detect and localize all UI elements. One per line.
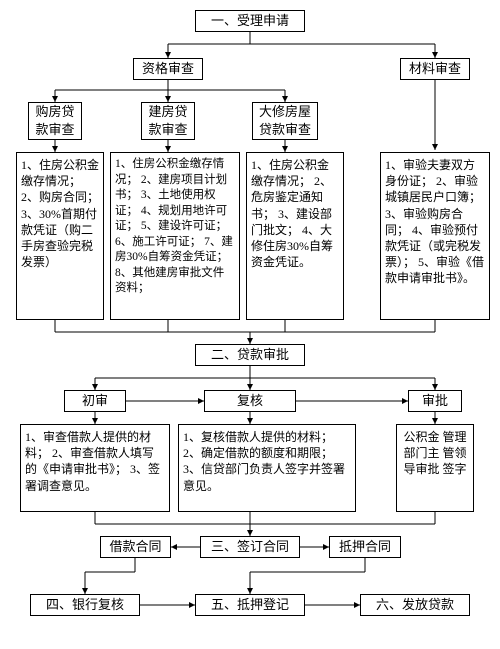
node-mat-check: 材料审查: [400, 58, 470, 80]
node-first-detail: 1、审查借款人提供的材料； 2、审查借款人填写的《申请审批书》； 3、签署调查意…: [20, 424, 170, 512]
node-approve: 审批: [408, 390, 462, 412]
node-loan-contract: 借款合同: [100, 536, 171, 558]
node-step4: 四、银行复核: [30, 594, 140, 616]
node-step1: 一、受理申请: [195, 10, 305, 32]
node-approve-detail: 公积金 管理部门主 管领导审批 签字: [396, 424, 474, 512]
node-recheck: 复核: [204, 390, 296, 412]
node-repair-detail: 1、住房公积金缴存情况； 2、危房鉴定通知书； 3、建设部门批文； 4、大修住房…: [246, 152, 344, 320]
node-recheck-detail: 1、复核借款人提供的材料； 2、确定借款的额度和期限； 3、信贷部门负责人签字并…: [178, 424, 356, 512]
flowchart-canvas: 一、受理申请 资格审查 材料审查 购房贷 款审查 建房贷 款审查 大修房屋 贷款…: [0, 0, 500, 649]
node-repair-loan: 大修房屋 贷款审查: [252, 102, 318, 140]
node-buy-loan: 购房贷 款审查: [28, 102, 82, 140]
node-buy-detail: 1、住房公积金缴存情况； 2、购房合同； 3、30%首期付款凭证（购二手房查验完…: [16, 152, 104, 320]
node-mat-detail: 1、审验夫妻双方身份证； 2、审验城镇居民户口簿； 3、审验购房合同； 4、审验…: [380, 152, 490, 320]
node-qual-check: 资格审查: [133, 58, 203, 80]
node-first: 初审: [64, 390, 126, 412]
node-build-detail: 1、住房公积金缴存情况； 2、建房项目计划书； 3、土地使用权证； 4、规划用地…: [110, 152, 240, 320]
node-step6: 六、发放贷款: [360, 594, 470, 616]
node-step2: 二、贷款审批: [195, 344, 305, 366]
node-mort-contract: 抵押合同: [329, 536, 401, 558]
node-step5: 五、抵押登记: [195, 594, 305, 616]
node-build-loan: 建房贷 款审查: [141, 102, 195, 140]
node-step3: 三、签订合同: [200, 536, 300, 558]
